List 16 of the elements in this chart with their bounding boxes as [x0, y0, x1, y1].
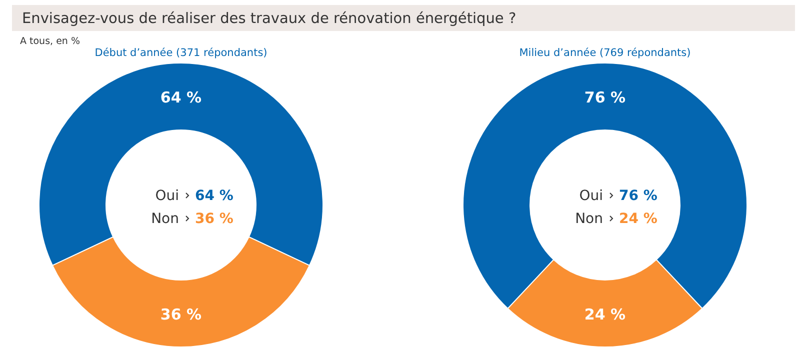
slice-label: Oui	[579, 188, 603, 204]
slice-label: Oui	[155, 188, 179, 204]
data-label: 64 %	[160, 88, 202, 106]
text: 36 %	[195, 211, 234, 227]
chart-title: Milieu d’année (769 répondants)	[519, 47, 691, 59]
text: 64 %	[195, 188, 234, 204]
data-label: 76 %	[584, 88, 626, 106]
text: 76 %	[619, 188, 658, 204]
slice-label: Non	[151, 211, 179, 227]
slice-label: Non	[575, 211, 603, 227]
text: Envisagez-vous de réaliser des travaux de rénovation énergétique ?	[22, 11, 516, 27]
data-label: 36 %	[160, 306, 202, 324]
data-label: 24 %	[584, 306, 626, 324]
text: A tous, en %	[20, 36, 80, 47]
chart-title: Début d’année (371 répondants)	[94, 47, 268, 59]
text: 24 %	[619, 211, 658, 227]
